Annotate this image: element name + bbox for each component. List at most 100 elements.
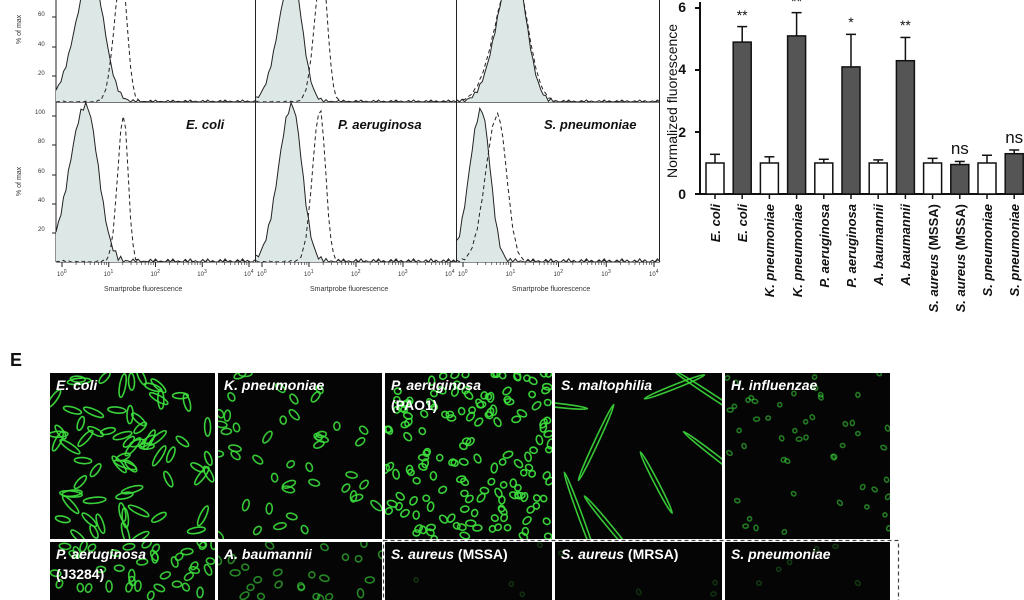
bacterium xyxy=(784,458,791,465)
bacterium xyxy=(395,501,403,511)
bacterium xyxy=(54,424,67,440)
bacterium xyxy=(494,487,503,499)
bacterium xyxy=(289,393,299,405)
x-tick-label: 104 xyxy=(244,269,254,278)
bacterium xyxy=(504,397,515,406)
bacterium xyxy=(476,400,487,409)
bacterium xyxy=(516,409,528,418)
bacterium xyxy=(430,403,439,411)
bacterium xyxy=(73,456,93,465)
bacterium xyxy=(354,554,363,563)
bacterium xyxy=(712,579,718,586)
bacterium xyxy=(50,389,62,409)
bacterium xyxy=(130,530,150,539)
bacterium xyxy=(484,392,493,401)
bacterium xyxy=(422,494,431,503)
bacterium xyxy=(113,564,125,572)
y-tick: 60 xyxy=(38,169,45,175)
bacterium xyxy=(171,580,183,589)
histogram-fill xyxy=(256,0,456,102)
x-tick-exponent: 1 xyxy=(310,269,314,275)
bacterium xyxy=(795,436,803,442)
bacterium xyxy=(470,508,479,518)
bacterium xyxy=(450,373,460,380)
bacteria-cells xyxy=(725,373,890,536)
bacterium xyxy=(429,389,438,398)
bacterium xyxy=(480,391,488,400)
bacterium xyxy=(400,420,410,429)
bacterium xyxy=(99,426,117,436)
bacterium xyxy=(502,386,512,396)
microscopy-panel: S. maltophilia xyxy=(555,373,722,539)
x-tick-label: 100 xyxy=(57,269,67,278)
bacterium xyxy=(253,575,263,584)
bacterium xyxy=(422,449,431,457)
bacterium xyxy=(459,505,470,513)
bacterium xyxy=(492,373,501,379)
bacterium xyxy=(412,529,421,537)
bacterium xyxy=(513,373,522,381)
significance-label: * xyxy=(848,14,854,31)
bacterium xyxy=(286,459,296,469)
bacterium xyxy=(519,468,528,477)
bacterium xyxy=(196,505,210,527)
bacterium xyxy=(438,373,448,380)
bacterium xyxy=(792,427,798,434)
bacterium xyxy=(436,386,447,395)
x-tick-exponent: 4 xyxy=(655,269,659,275)
bacterium xyxy=(358,425,369,435)
bacterium xyxy=(511,415,522,424)
bacterium xyxy=(417,453,430,462)
bacterium xyxy=(112,430,133,441)
bacterium xyxy=(62,405,83,415)
bacterium xyxy=(456,523,467,531)
bacterium xyxy=(472,524,483,532)
bacterium xyxy=(736,427,742,434)
bacterium xyxy=(58,542,72,551)
bacterium xyxy=(196,586,204,599)
significance-label: ** xyxy=(791,0,803,9)
microscopy-panel: S. pneumoniae xyxy=(725,542,890,600)
histogram-control-line xyxy=(55,100,256,263)
bacterium xyxy=(252,525,263,536)
bacterium xyxy=(50,430,69,439)
bacterium xyxy=(753,524,759,532)
bacterium xyxy=(188,565,201,575)
bacterium xyxy=(542,517,551,526)
bacterium xyxy=(68,549,80,559)
bacterium xyxy=(542,382,552,391)
bacterium xyxy=(392,395,401,404)
bacterium xyxy=(535,434,544,446)
bacterium xyxy=(479,486,490,495)
bacterium xyxy=(509,478,518,488)
bacteria-cells xyxy=(385,373,552,539)
bacterium xyxy=(529,446,539,455)
microscopy-panel: K. pneumoniae xyxy=(218,373,382,539)
bacterium xyxy=(884,424,890,432)
bacterium xyxy=(842,420,849,427)
bacterium xyxy=(218,555,223,566)
bacterium xyxy=(731,403,738,410)
bacterium xyxy=(274,580,283,589)
bacterium xyxy=(403,431,413,442)
bacterium xyxy=(643,373,706,400)
bacterium xyxy=(498,495,506,505)
bacterium xyxy=(148,391,169,406)
bacterium xyxy=(81,512,98,528)
bacterium xyxy=(522,515,532,526)
bacterium xyxy=(541,386,551,395)
bacterium xyxy=(360,542,368,549)
bacterium xyxy=(111,455,127,474)
bacterium xyxy=(198,542,208,551)
bacterium xyxy=(165,446,176,464)
bacterium xyxy=(460,489,469,498)
bacterium xyxy=(143,382,163,393)
bacterium xyxy=(127,568,136,583)
bacterium xyxy=(863,504,870,510)
bacterium xyxy=(499,481,508,489)
bar xyxy=(786,35,807,195)
bar-category-label: K. pneumoniae xyxy=(789,204,805,298)
bacterium xyxy=(812,384,819,392)
bacterium xyxy=(417,462,428,471)
bacterium xyxy=(186,526,206,535)
